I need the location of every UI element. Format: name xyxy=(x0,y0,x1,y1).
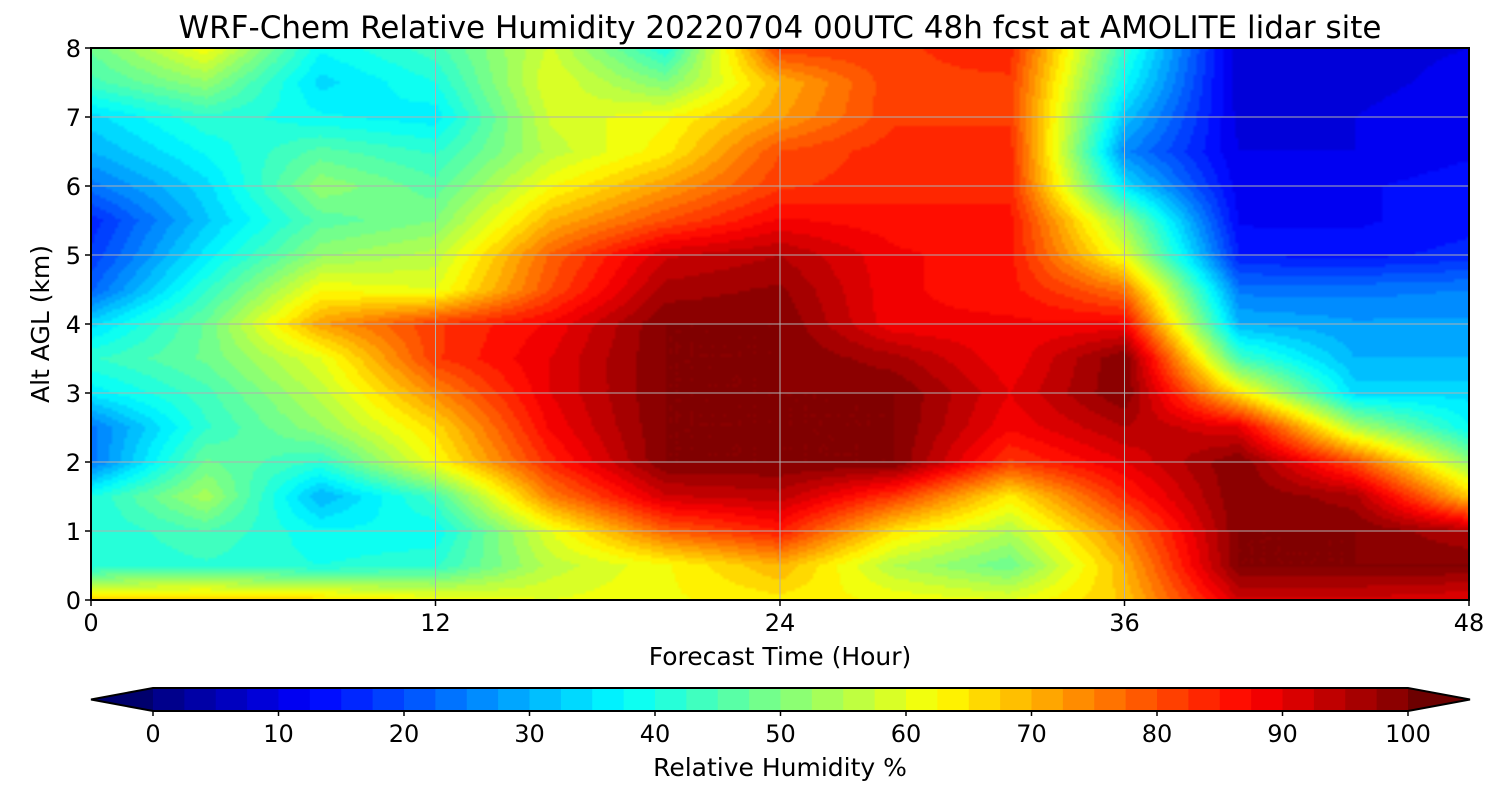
colorbar-segment xyxy=(309,688,342,711)
y-tick-label: 0 xyxy=(66,587,81,615)
colorbar-segment xyxy=(749,688,782,711)
y-axis: 0 1 2 3 4 5 6 7 8 xyxy=(66,35,91,615)
colorbar-segment xyxy=(1282,688,1315,711)
colorbar-segment xyxy=(1062,688,1095,711)
y-tick-label: 1 xyxy=(66,518,81,546)
colorbar-segment xyxy=(153,688,185,711)
colorbar-segment xyxy=(1031,688,1064,711)
colorbar-segment xyxy=(1345,688,1378,711)
colorbar-segment xyxy=(1251,688,1284,711)
colorbar-tick-label: 80 xyxy=(1142,720,1173,748)
colorbar-segment xyxy=(686,688,719,711)
colorbar-segment xyxy=(341,688,374,711)
colorbar-segment xyxy=(1188,688,1221,711)
colorbar-segment xyxy=(592,688,625,711)
colorbar-segment xyxy=(717,688,750,711)
colorbar-segment xyxy=(498,688,531,711)
colorbar-tick-label: 90 xyxy=(1267,720,1298,748)
colorbar-tick-label: 10 xyxy=(263,720,294,748)
x-tick-label: 24 xyxy=(765,609,796,637)
colorbar-segment xyxy=(529,688,562,711)
y-tick-label: 6 xyxy=(66,173,81,201)
colorbar-segment xyxy=(1219,688,1252,711)
colorbar-gradient xyxy=(90,687,1471,712)
colorbar-tick-label: 20 xyxy=(389,720,420,748)
colorbar-segment xyxy=(247,688,280,711)
x-tick-label: 48 xyxy=(1454,609,1485,637)
x-axis-title: Forecast Time (Hour) xyxy=(649,642,912,671)
colorbar-segment xyxy=(623,688,656,711)
colorbar-ticks: 0 10 20 30 40 50 60 70 80 90 100 xyxy=(145,711,1431,748)
colorbar-segment xyxy=(215,688,248,711)
y-tick-label: 4 xyxy=(66,311,81,339)
colorbar-tick-label: 30 xyxy=(514,720,545,748)
colorbar-segment xyxy=(906,688,938,711)
y-tick-label: 7 xyxy=(66,104,81,132)
colorbar-tick-label: 40 xyxy=(640,720,671,748)
colorbar-segment xyxy=(655,688,687,711)
colorbar-segment xyxy=(560,688,593,711)
colorbar-segment xyxy=(372,688,405,711)
colorbar-segment xyxy=(278,688,311,711)
colorbar: 0 10 20 30 40 50 60 70 80 90 100 Relative Humidity… xyxy=(90,687,1471,782)
colorbar-segment xyxy=(1313,688,1346,711)
colorbar-segment xyxy=(1000,688,1033,711)
colorbar-segment xyxy=(780,688,813,711)
colorbar-extend-high xyxy=(1408,688,1470,711)
colorbar-tick-label: 60 xyxy=(891,720,922,748)
colorbar-segment xyxy=(404,688,436,711)
x-tick-label: 12 xyxy=(420,609,451,637)
chart-title: WRF-Chem Relative Humidity 20220704 00UT… xyxy=(178,10,1381,46)
colorbar-segment xyxy=(1157,688,1189,711)
colorbar-segment xyxy=(937,688,970,711)
colorbar-segment xyxy=(1376,688,1409,711)
colorbar-segment xyxy=(435,688,468,711)
colorbar-extend-low xyxy=(91,688,153,711)
colorbar-tick-label: 50 xyxy=(765,720,796,748)
colorbar-label: Relative Humidity % xyxy=(653,753,907,782)
colorbar-tick-label: 70 xyxy=(1016,720,1047,748)
colorbar-segment xyxy=(811,688,844,711)
y-tick-label: 5 xyxy=(66,242,81,270)
colorbar-segment xyxy=(874,688,907,711)
grid-lines xyxy=(91,48,1469,600)
y-axis-title: Alt AGL (km) xyxy=(26,245,55,403)
y-tick-label: 2 xyxy=(66,449,81,477)
y-tick-label: 8 xyxy=(66,35,81,63)
colorbar-tick-label: 0 xyxy=(145,720,160,748)
colorbar-segment xyxy=(843,688,876,711)
colorbar-segment xyxy=(466,688,499,711)
colorbar-segment xyxy=(1125,688,1158,711)
x-tick-label: 0 xyxy=(83,609,98,637)
colorbar-segment xyxy=(968,688,1001,711)
colorbar-tick-label: 100 xyxy=(1385,720,1431,748)
x-axis: 0 12 24 36 48 xyxy=(83,600,1484,637)
y-tick-label: 3 xyxy=(66,380,81,408)
colorbar-segment xyxy=(184,688,217,711)
colorbar-segment xyxy=(1094,688,1127,711)
x-tick-label: 36 xyxy=(1109,609,1140,637)
